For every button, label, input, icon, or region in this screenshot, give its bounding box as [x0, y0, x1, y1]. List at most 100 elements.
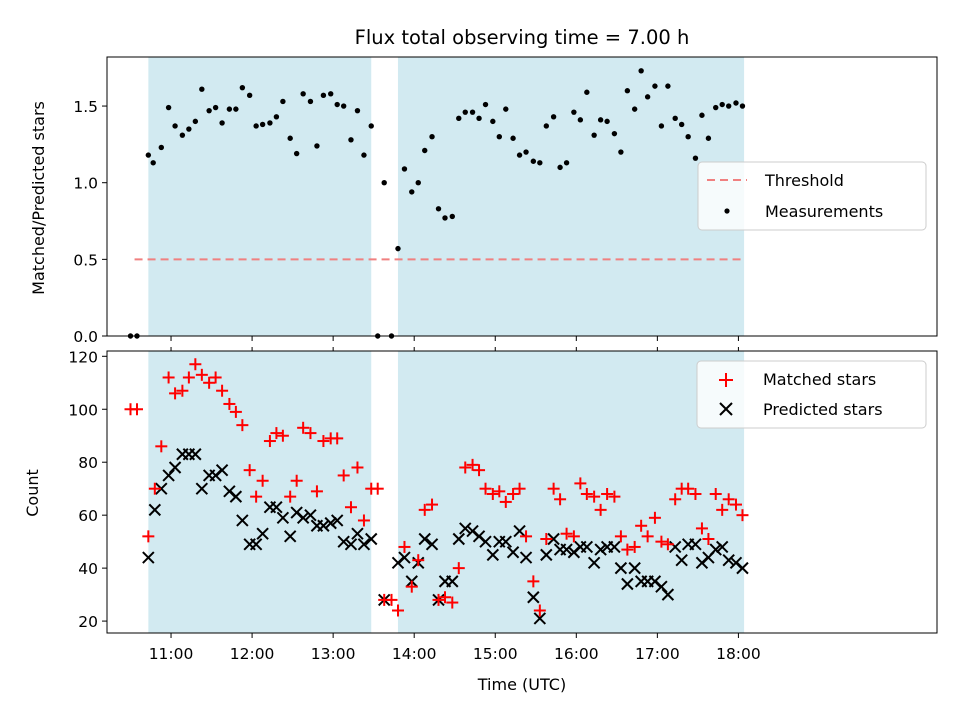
measurement-point: [348, 137, 354, 143]
measurement-point: [611, 130, 618, 137]
matched-star-point: [189, 358, 202, 371]
count-y-axis-label: Count: [23, 469, 42, 517]
measurement-point: [618, 149, 624, 155]
measurement-point: [179, 132, 186, 138]
matched-star-point: [722, 493, 735, 506]
observing-intervals-shading-bottom: [148, 351, 745, 633]
matched-star-point: [344, 501, 357, 514]
predicted-star-point: [276, 511, 290, 525]
measurement-point: [267, 120, 273, 126]
predicted-star-point: [506, 546, 520, 559]
measurement-point: [604, 118, 610, 125]
predicted-star-point: [479, 535, 492, 548]
measurement-point: [300, 91, 306, 97]
ratio-y-axis-ticks: 0.0 0.5 1.0 1.5: [73, 98, 107, 346]
predicted-star-point: [459, 522, 472, 535]
predicted-star-point: [270, 501, 283, 514]
matched-star-point: [499, 495, 512, 508]
measurement-point: [253, 123, 259, 129]
measurement-point: [415, 180, 421, 186]
observing-interval-1: [397, 351, 745, 633]
matched-star-point: [648, 511, 661, 524]
predicted-star-point: [715, 540, 729, 554]
matched-star-point: [507, 487, 520, 500]
predicted-star-point: [608, 540, 621, 554]
measurement-point: [442, 215, 448, 221]
matched-star-point: [331, 432, 344, 445]
ratio-y-axis-label: Matched/Predicted stars: [29, 101, 48, 295]
measurement-point: [212, 104, 219, 111]
matched-star-point: [130, 403, 143, 416]
predicted-star-point: [162, 469, 175, 482]
measurement-point: [685, 134, 691, 140]
predicted-stars-legend-swatch: [719, 402, 733, 416]
measurement-point: [725, 103, 732, 109]
matched-star-point: [702, 533, 715, 545]
count-y-tick-label: 80: [78, 454, 98, 472]
measurement-point: [219, 120, 225, 126]
predicted-star-point: [337, 535, 350, 548]
count-y-tick-label: 40: [78, 560, 98, 578]
measurement-point: [692, 155, 699, 161]
count-x-tick-label: 16:00: [554, 645, 599, 663]
measurement-point: [631, 106, 638, 112]
count-panel: 20 40 60 80 100 120 11:00 12:00 13:00 14:00 15:00…: [23, 347, 938, 694]
predicted-star-point: [560, 543, 573, 556]
predicted-star-point: [580, 540, 594, 554]
matched-star-point: [398, 540, 411, 553]
measurement-point: [462, 109, 468, 115]
matched-star-point: [736, 509, 749, 522]
predicted-star-point: [168, 461, 182, 474]
matched-star-point: [297, 421, 310, 434]
measurement-point: [409, 189, 415, 195]
count-y-tick-label: 20: [78, 613, 98, 631]
matched-star-point: [588, 490, 601, 503]
measurements-legend-swatch: [724, 208, 730, 214]
measurement-point: [699, 112, 705, 118]
matched-star-point: [337, 469, 350, 482]
matched-star-point: [371, 482, 384, 495]
measurement-point: [496, 134, 503, 140]
matched-star-point: [661, 538, 674, 551]
matched-star-point: [560, 527, 573, 540]
measurement-point: [557, 164, 563, 171]
predicted-star-point: [317, 519, 330, 532]
matched-star-point: [209, 371, 222, 384]
predicted-star-point: [344, 538, 358, 551]
matched-star-point: [580, 487, 593, 500]
observing-interval-1: [397, 57, 745, 336]
matched-star-point: [554, 493, 567, 506]
measurement-point: [334, 101, 340, 108]
predicted-star-point: [418, 532, 431, 546]
measurement-point: [145, 152, 152, 158]
matched-star-point: [594, 503, 607, 516]
predicted-star-point: [533, 612, 547, 625]
measurement-point: [672, 115, 678, 122]
predicted-star-point: [722, 553, 735, 567]
matched-star-point: [695, 522, 708, 535]
measurement-point: [516, 152, 523, 158]
ratio-panel-frame: [106, 56, 938, 337]
matched-star-point: [250, 490, 263, 503]
predicted-star-point: [189, 448, 202, 461]
predicted-star-point: [357, 538, 371, 551]
measurement-point: [510, 135, 516, 141]
predicted-star-point: [155, 482, 168, 495]
ratio-legend: Threshold Measurements: [697, 161, 927, 231]
matched-star-point: [540, 533, 553, 545]
ratio-y-tick-label: 0.5: [73, 251, 98, 269]
matched-star-point: [682, 482, 695, 495]
ratio-y-tick-label: 1.0: [73, 175, 98, 193]
measurement-point: [482, 101, 489, 108]
matched-star-point: [601, 487, 614, 500]
measurement-point: [280, 98, 286, 105]
predicted-star-point: [351, 527, 364, 540]
matched-star-point: [716, 503, 729, 516]
count-x-tick-label: 12:00: [230, 645, 275, 663]
measurement-point: [563, 160, 570, 166]
matched-star-point: [256, 474, 269, 487]
measurement-point: [713, 104, 719, 111]
matched-star-point: [216, 384, 229, 397]
predicted-star-point: [513, 524, 526, 538]
matched-star-point: [263, 435, 276, 448]
